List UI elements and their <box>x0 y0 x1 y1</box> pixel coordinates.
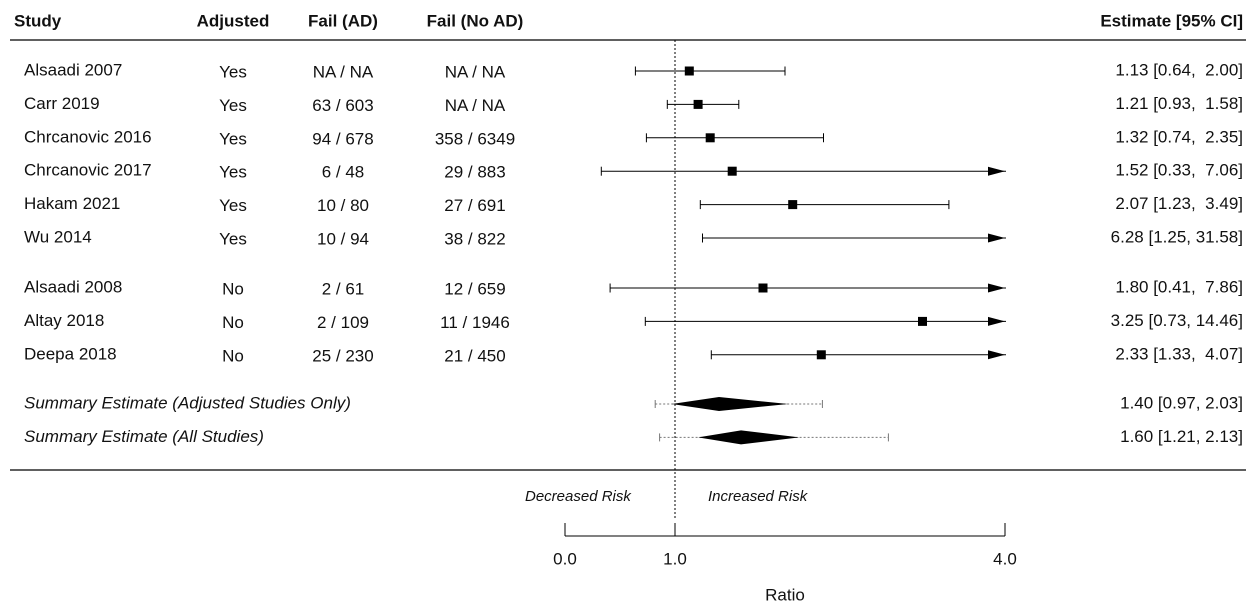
arrow <box>988 233 1005 243</box>
fail-ad: 25 / 230 <box>312 346 373 365</box>
adjusted: No <box>222 279 244 298</box>
x-tick-label: 0.0 <box>553 549 577 568</box>
arrow <box>988 316 1005 326</box>
fail-ad: 6 / 48 <box>322 163 365 182</box>
adjusted: Yes <box>219 229 247 248</box>
fail-no-ad: 38 / 822 <box>444 229 505 248</box>
study-name: Hakam 2021 <box>24 194 120 213</box>
column-header: Study <box>14 11 62 30</box>
summary-label: Summary Estimate (All Studies) <box>24 427 264 446</box>
fail-ad: 94 / 678 <box>312 129 373 148</box>
arrow <box>988 283 1005 293</box>
estimate-label: 1.21 [0.93, 1.58] <box>1115 94 1243 113</box>
adjusted: Yes <box>219 96 247 115</box>
fail-no-ad: 358 / 6349 <box>435 129 515 148</box>
fail-no-ad: 27 / 691 <box>444 196 505 215</box>
estimate-label: 1.13 [0.64, 2.00] <box>1115 60 1243 79</box>
column-header: Estimate [95% CI] <box>1100 11 1243 30</box>
study-name: Wu 2014 <box>24 227 92 246</box>
arrow <box>988 350 1005 360</box>
adjusted: No <box>222 346 244 365</box>
fail-no-ad: NA / NA <box>445 96 506 115</box>
study-name: Chrcanovic 2017 <box>24 161 152 180</box>
adjusted: No <box>222 313 244 332</box>
fail-ad: 10 / 80 <box>317 196 369 215</box>
estimate-label: 1.80 [0.41, 7.86] <box>1115 277 1243 296</box>
x-tick-label: 4.0 <box>993 549 1017 568</box>
column-header: Adjusted <box>197 11 270 30</box>
study-name: Carr 2019 <box>24 94 100 113</box>
annotation: Increased Risk <box>708 488 809 505</box>
fail-ad: 2 / 61 <box>322 279 365 298</box>
point-estimate <box>693 99 703 109</box>
adjusted: Yes <box>219 129 247 148</box>
estimate-label: 2.33 [1.33, 4.07] <box>1115 344 1243 363</box>
x-axis-label: Ratio <box>765 585 805 604</box>
fail-ad: 63 / 603 <box>312 96 373 115</box>
plot-area <box>601 66 1006 360</box>
summary-diamond <box>698 430 800 445</box>
estimate-label: 1.32 [0.74, 2.35] <box>1115 127 1243 146</box>
summary-diamond <box>671 397 789 411</box>
fail-ad: NA / NA <box>313 62 374 81</box>
point-estimate <box>705 133 715 143</box>
column-header: Fail (No AD) <box>427 11 524 30</box>
fail-ad: 10 / 94 <box>317 229 369 248</box>
summary-estimate-label: 1.60 [1.21, 2.13] <box>1120 427 1243 446</box>
arrow <box>988 166 1005 176</box>
fail-no-ad: 29 / 883 <box>444 163 505 182</box>
fail-ad: 2 / 109 <box>317 313 369 332</box>
summary-estimate-label: 1.40 [0.97, 2.03] <box>1120 393 1243 412</box>
annotation: Decreased Risk <box>525 488 632 505</box>
summary-label: Summary Estimate (Adjusted Studies Only) <box>24 393 351 412</box>
x-tick-label: 1.0 <box>663 549 687 568</box>
estimate-label: 3.25 [0.73, 14.46] <box>1111 311 1243 330</box>
point-estimate <box>684 66 694 76</box>
point-estimate <box>758 283 768 293</box>
estimate-label: 2.07 [1.23, 3.49] <box>1115 194 1243 213</box>
point-estimate <box>788 200 798 210</box>
estimate-label: 1.52 [0.33, 7.06] <box>1115 161 1243 180</box>
fail-no-ad: 12 / 659 <box>444 279 505 298</box>
adjusted: Yes <box>219 62 247 81</box>
adjusted: Yes <box>219 196 247 215</box>
study-name: Chrcanovic 2016 <box>24 127 152 146</box>
study-name: Alsaadi 2007 <box>24 60 122 79</box>
study-name: Alsaadi 2008 <box>24 277 122 296</box>
estimate-label: 6.28 [1.25, 31.58] <box>1111 227 1243 246</box>
adjusted: Yes <box>219 163 247 182</box>
fail-no-ad: NA / NA <box>445 62 506 81</box>
point-estimate <box>816 350 826 360</box>
column-header: Fail (AD) <box>308 11 378 30</box>
point-estimate <box>727 166 737 176</box>
fail-no-ad: 11 / 1946 <box>440 313 510 332</box>
point-estimate <box>918 316 927 326</box>
study-name: Altay 2018 <box>24 311 104 330</box>
fail-no-ad: 21 / 450 <box>444 346 505 365</box>
study-name: Deepa 2018 <box>24 344 117 363</box>
